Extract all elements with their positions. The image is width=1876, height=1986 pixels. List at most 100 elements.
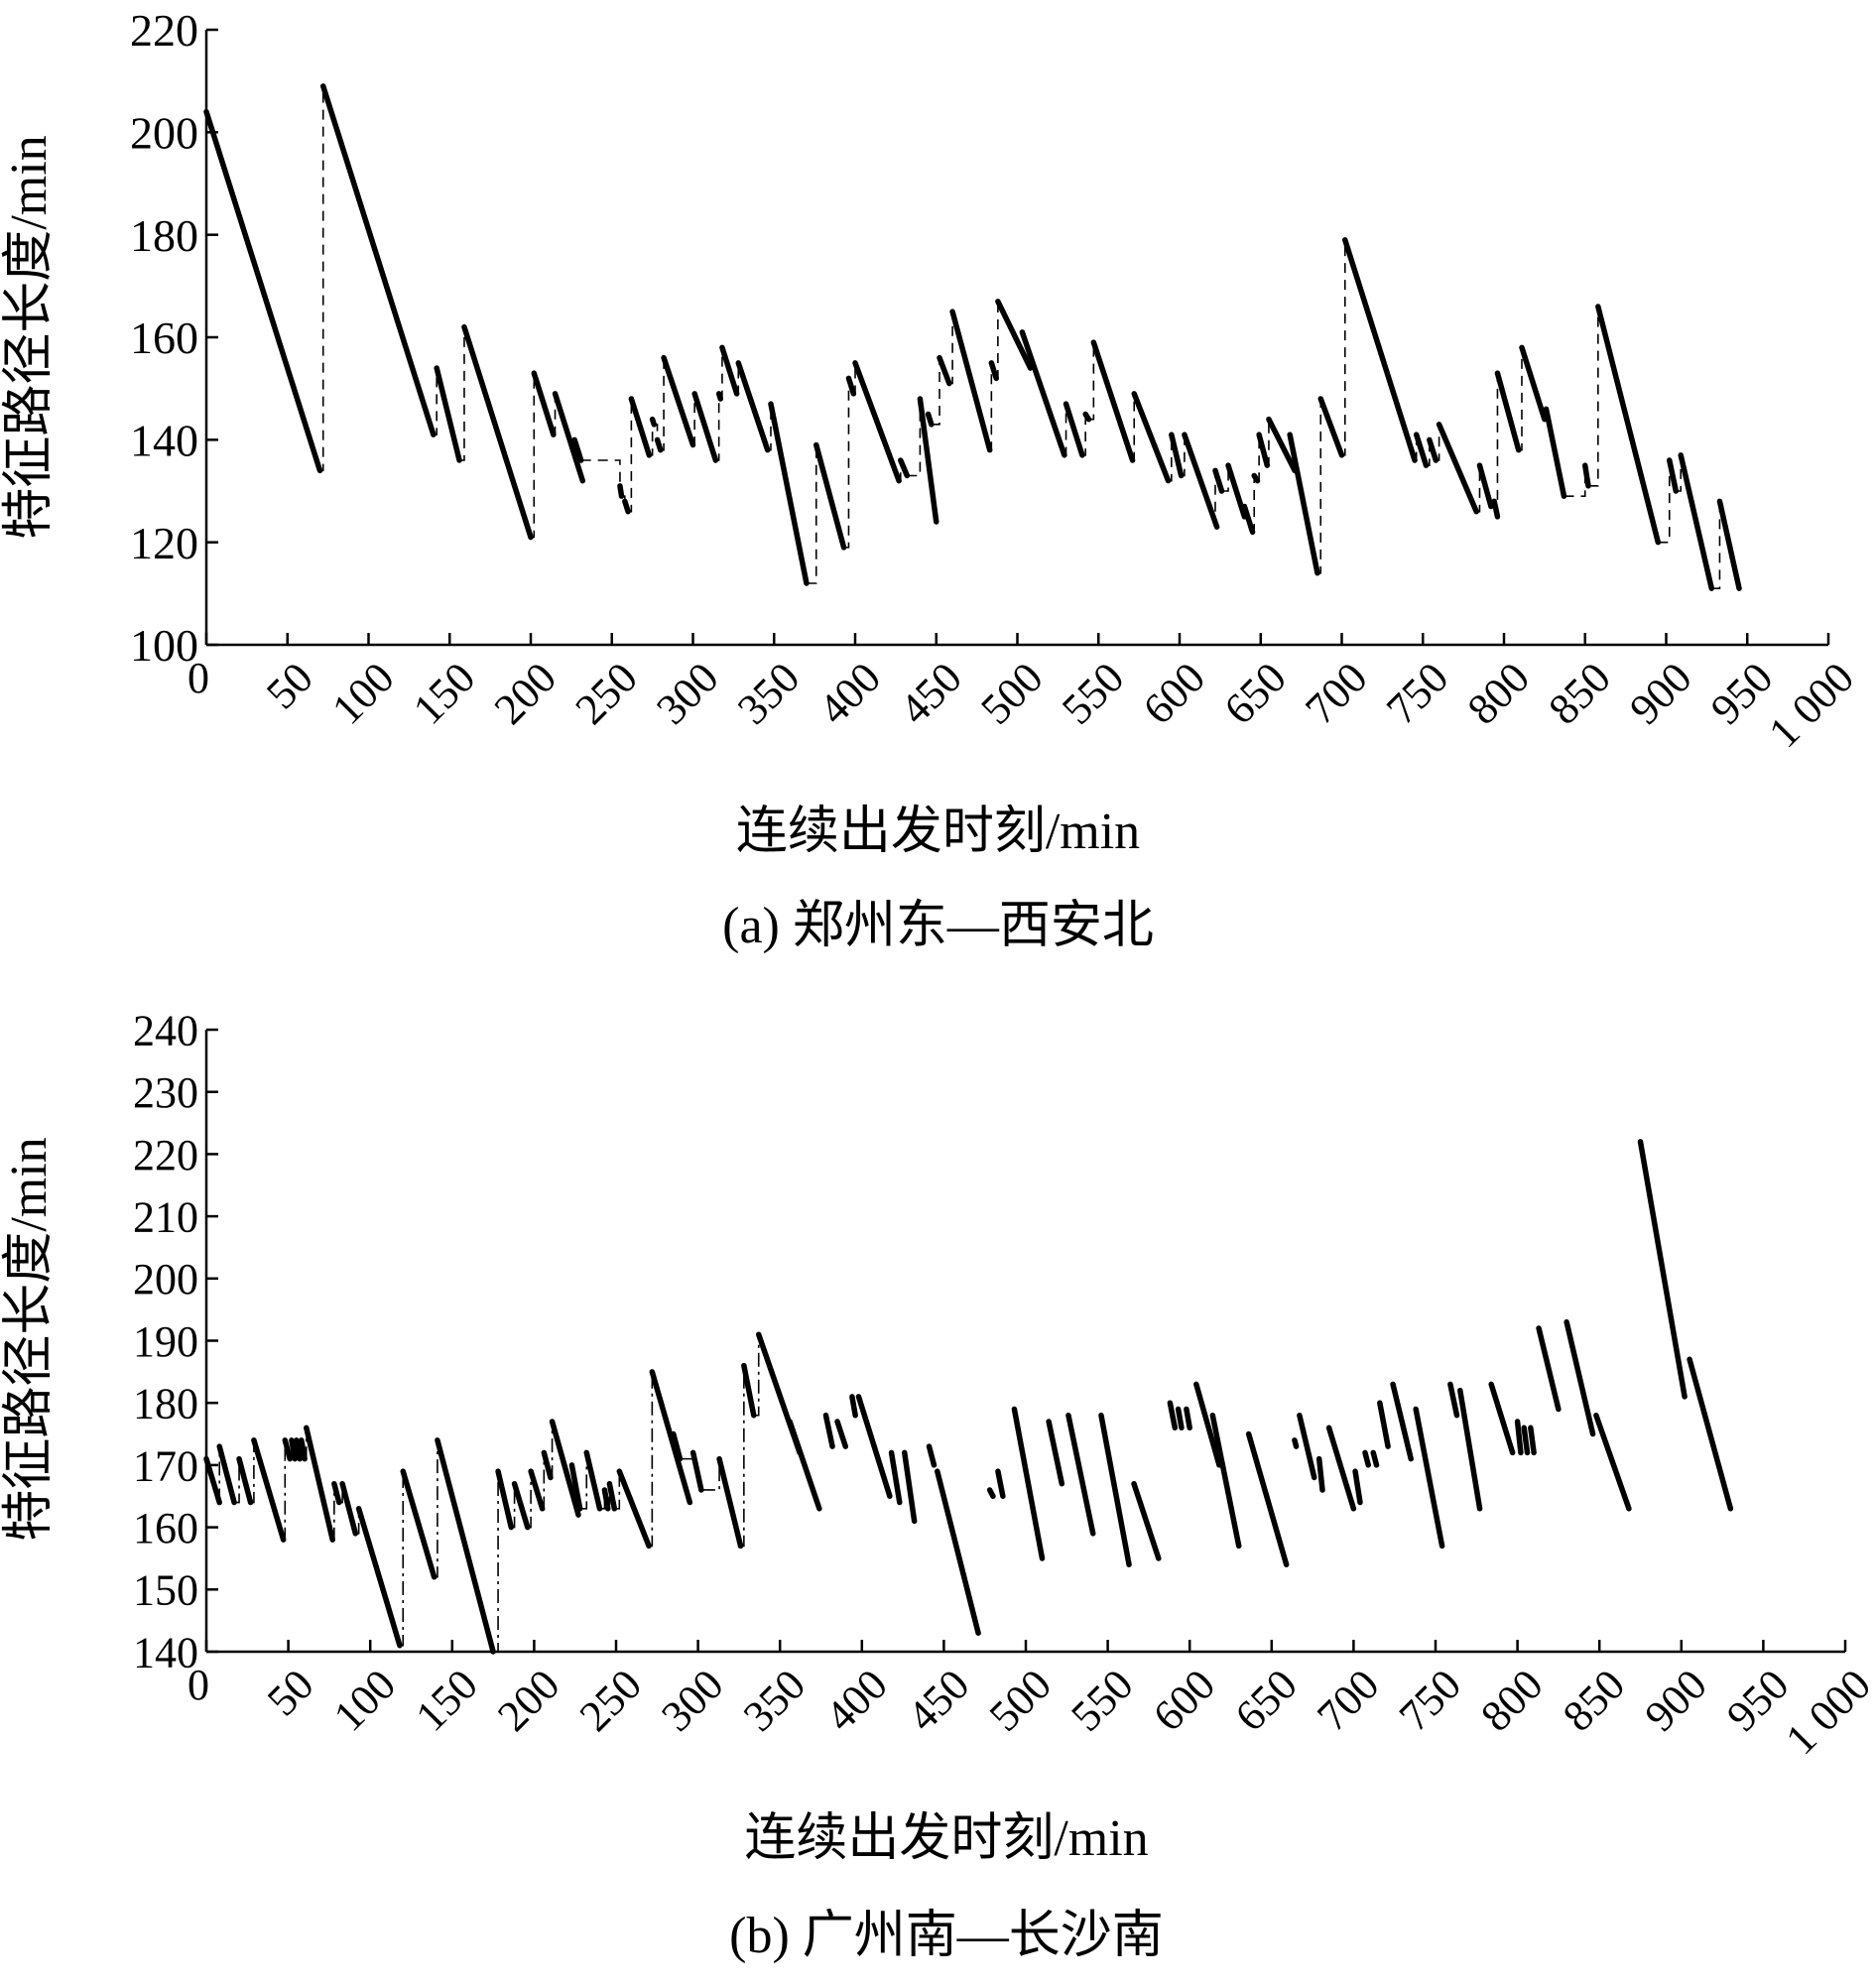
x-tick-label: 200 [488,1660,568,1740]
connector-line [1316,399,1322,574]
x-tick-label: 550 [1062,1660,1142,1740]
connector-line [660,357,665,451]
x-tick-label: 350 [734,1660,814,1740]
connector-line [806,444,817,584]
series-segment [988,360,999,382]
series-segment [400,1468,438,1580]
series-segment [1167,1400,1179,1431]
series-segment [203,108,323,474]
x-tick-label: 250 [570,1660,651,1740]
x-tick-label: 650 [1215,653,1296,733]
series-segment [1427,436,1439,463]
x-tick-label: 500 [971,653,1052,733]
series-segment [1184,1406,1192,1431]
connector-line [1088,342,1095,421]
series-segment [716,1455,744,1550]
series-segment [1637,1139,1688,1400]
x-tick-label: 550 [1053,653,1133,733]
x-tick-label: 400 [810,653,890,733]
connector-line [250,1439,255,1504]
connector-line [527,1471,532,1529]
series-segment [888,1449,903,1506]
series-segment [571,436,584,463]
series-segment [649,1369,693,1506]
series-segment [935,1468,981,1636]
y-tick-label: 240 [133,1006,198,1055]
series-segment [1563,1318,1596,1437]
series-segment [331,1480,342,1506]
series-segment [852,360,902,484]
series-segment [1362,1449,1372,1468]
series-segment [1193,1381,1222,1468]
series-segment [435,1437,496,1655]
x-tick-label: 0 [188,654,209,702]
x-tick-label: 700 [1296,653,1376,733]
series-segment [715,391,724,402]
series-segment [787,1419,822,1512]
series-segment [925,411,935,428]
connector-line [1588,307,1599,487]
series-segment [917,396,939,525]
series-segment [251,1437,287,1543]
y-tick-label: 220 [133,1131,198,1179]
series-segment [1011,1406,1046,1561]
series-segment [768,401,810,586]
series-segment [735,360,771,453]
series-segment [549,1419,581,1518]
series-segment [822,1412,835,1449]
connector-line [700,1458,720,1491]
connector-line [740,1365,745,1548]
x-tick-label: 1 000 [1776,1660,1876,1764]
series-segment [855,1394,893,1499]
x-tick-label: 400 [816,1660,897,1740]
x-tick-label: 600 [1134,653,1214,733]
x-tick-label: 50 [257,653,322,718]
series-segment [601,1487,611,1512]
x-tick-label: 300 [647,653,727,733]
series-segment [216,1443,237,1506]
series-segment [986,1487,996,1499]
series-segment [1413,1406,1445,1550]
series-segment [299,1437,308,1462]
series-segment [1317,396,1345,458]
connector-line [459,326,465,461]
x-tick-label: 50 [258,1660,323,1725]
series-segment [1225,462,1248,520]
series-segment [511,1480,531,1531]
series-segment [528,1468,546,1512]
x-tick-label: 100 [322,653,403,733]
connector-line [1132,393,1136,461]
series-segment [949,309,993,453]
series-segment [813,441,847,551]
series-segment [617,483,625,499]
chart-caption: (a) 郑州东—西安北 [722,898,1154,954]
series-segment [1182,432,1220,530]
series-segment [1436,422,1479,515]
y-tick-label: 140 [133,1628,198,1676]
x-tick-label: 300 [652,1660,732,1740]
series-segment [902,1449,918,1525]
y-tick-label: 190 [133,1317,198,1366]
x-tick-label: 900 [1636,1660,1716,1740]
y-tick-label: 150 [133,1566,198,1615]
series-segment [1667,457,1680,494]
series-segment [1514,1419,1524,1456]
series-segment [628,396,653,458]
x-tick-label: 500 [980,1660,1061,1740]
series-segment [1352,1468,1363,1506]
series-segment [203,1455,222,1506]
y-tick-label: 160 [133,1504,198,1552]
series-segment [689,1449,704,1493]
series-segment [995,299,1034,371]
series-segment [1413,432,1430,468]
x-tick-label: 100 [324,1660,405,1740]
series-segment [1315,1455,1325,1493]
series-segment [995,1468,1006,1499]
connector-line [1563,465,1586,497]
x-tick-label: 850 [1540,653,1620,733]
x-tick-label: 450 [891,653,971,733]
series-segment [1241,503,1256,536]
x-tick-label: 900 [1620,653,1700,733]
